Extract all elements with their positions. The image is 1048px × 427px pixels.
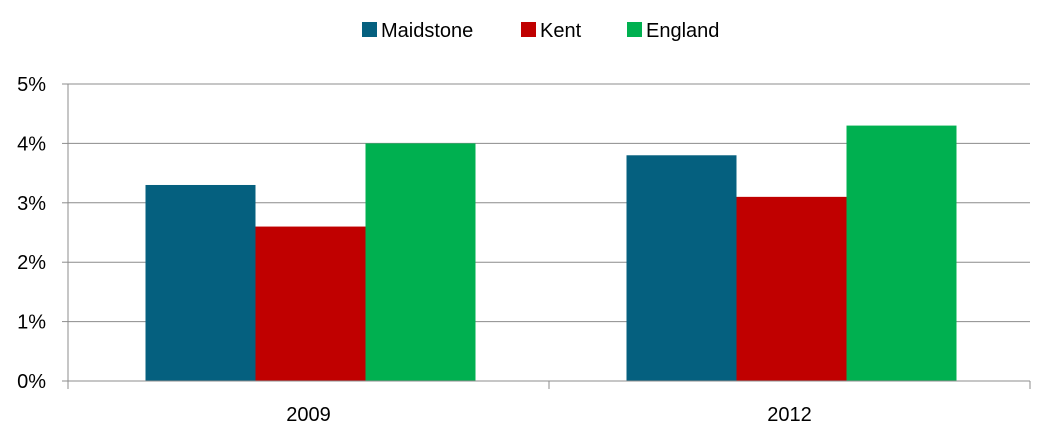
bar-maidstone-2012: [626, 155, 737, 381]
x-axis-ticks: 2009 2012: [67, 381, 1031, 426]
bars: [145, 125, 957, 381]
y-tick-label: 1%: [17, 312, 46, 334]
bar-england-2012: [846, 125, 957, 381]
y-axis-ticks: 0% 1% 2% 3% 4% 5%: [17, 74, 68, 393]
x-tick-label: 2012: [767, 404, 812, 426]
bar-maidstone-2009: [145, 184, 256, 381]
y-tick-label: 0%: [17, 371, 46, 393]
legend-label-england: England: [646, 20, 719, 42]
legend-label-kent: Kent: [540, 20, 582, 42]
bar-kent-2012: [736, 196, 847, 381]
y-tick-label: 5%: [17, 74, 46, 96]
y-tick-label: 2%: [17, 252, 46, 274]
legend-swatch-kent: [521, 22, 536, 37]
bar-kent-2009: [255, 226, 366, 381]
legend-swatch-maidstone: [362, 22, 377, 37]
legend-swatch-england: [627, 22, 642, 37]
bar-england-2009: [365, 143, 476, 381]
x-tick-label: 2009: [286, 404, 331, 426]
y-tick-label: 4%: [17, 133, 46, 155]
y-tick-label: 3%: [17, 193, 46, 215]
legend: Maidstone Kent England: [362, 20, 719, 42]
legend-label-maidstone: Maidstone: [381, 20, 473, 42]
